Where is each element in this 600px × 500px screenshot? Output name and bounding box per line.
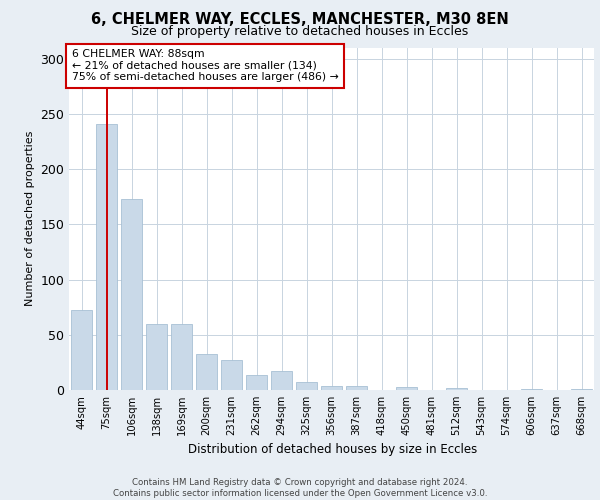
Bar <box>521 389 542 390</box>
Bar <box>96 124 117 390</box>
Text: Size of property relative to detached houses in Eccles: Size of property relative to detached ho… <box>131 25 469 38</box>
Bar <box>196 354 217 390</box>
Bar <box>221 360 242 390</box>
Bar <box>296 382 317 390</box>
Text: 6 CHELMER WAY: 88sqm
← 21% of detached houses are smaller (134)
75% of semi-deta: 6 CHELMER WAY: 88sqm ← 21% of detached h… <box>71 49 338 82</box>
Bar <box>246 374 267 390</box>
Text: Contains HM Land Registry data © Crown copyright and database right 2024.
Contai: Contains HM Land Registry data © Crown c… <box>113 478 487 498</box>
Bar <box>571 389 592 390</box>
Bar <box>146 324 167 390</box>
Bar <box>171 324 192 390</box>
Text: Distribution of detached houses by size in Eccles: Distribution of detached houses by size … <box>188 442 478 456</box>
Bar <box>446 388 467 390</box>
Bar <box>271 371 292 390</box>
Bar <box>346 386 367 390</box>
Y-axis label: Number of detached properties: Number of detached properties <box>25 131 35 306</box>
Bar <box>321 386 342 390</box>
Bar <box>71 310 92 390</box>
Text: 6, CHELMER WAY, ECCLES, MANCHESTER, M30 8EN: 6, CHELMER WAY, ECCLES, MANCHESTER, M30 … <box>91 12 509 28</box>
Bar <box>121 199 142 390</box>
Bar <box>396 386 417 390</box>
